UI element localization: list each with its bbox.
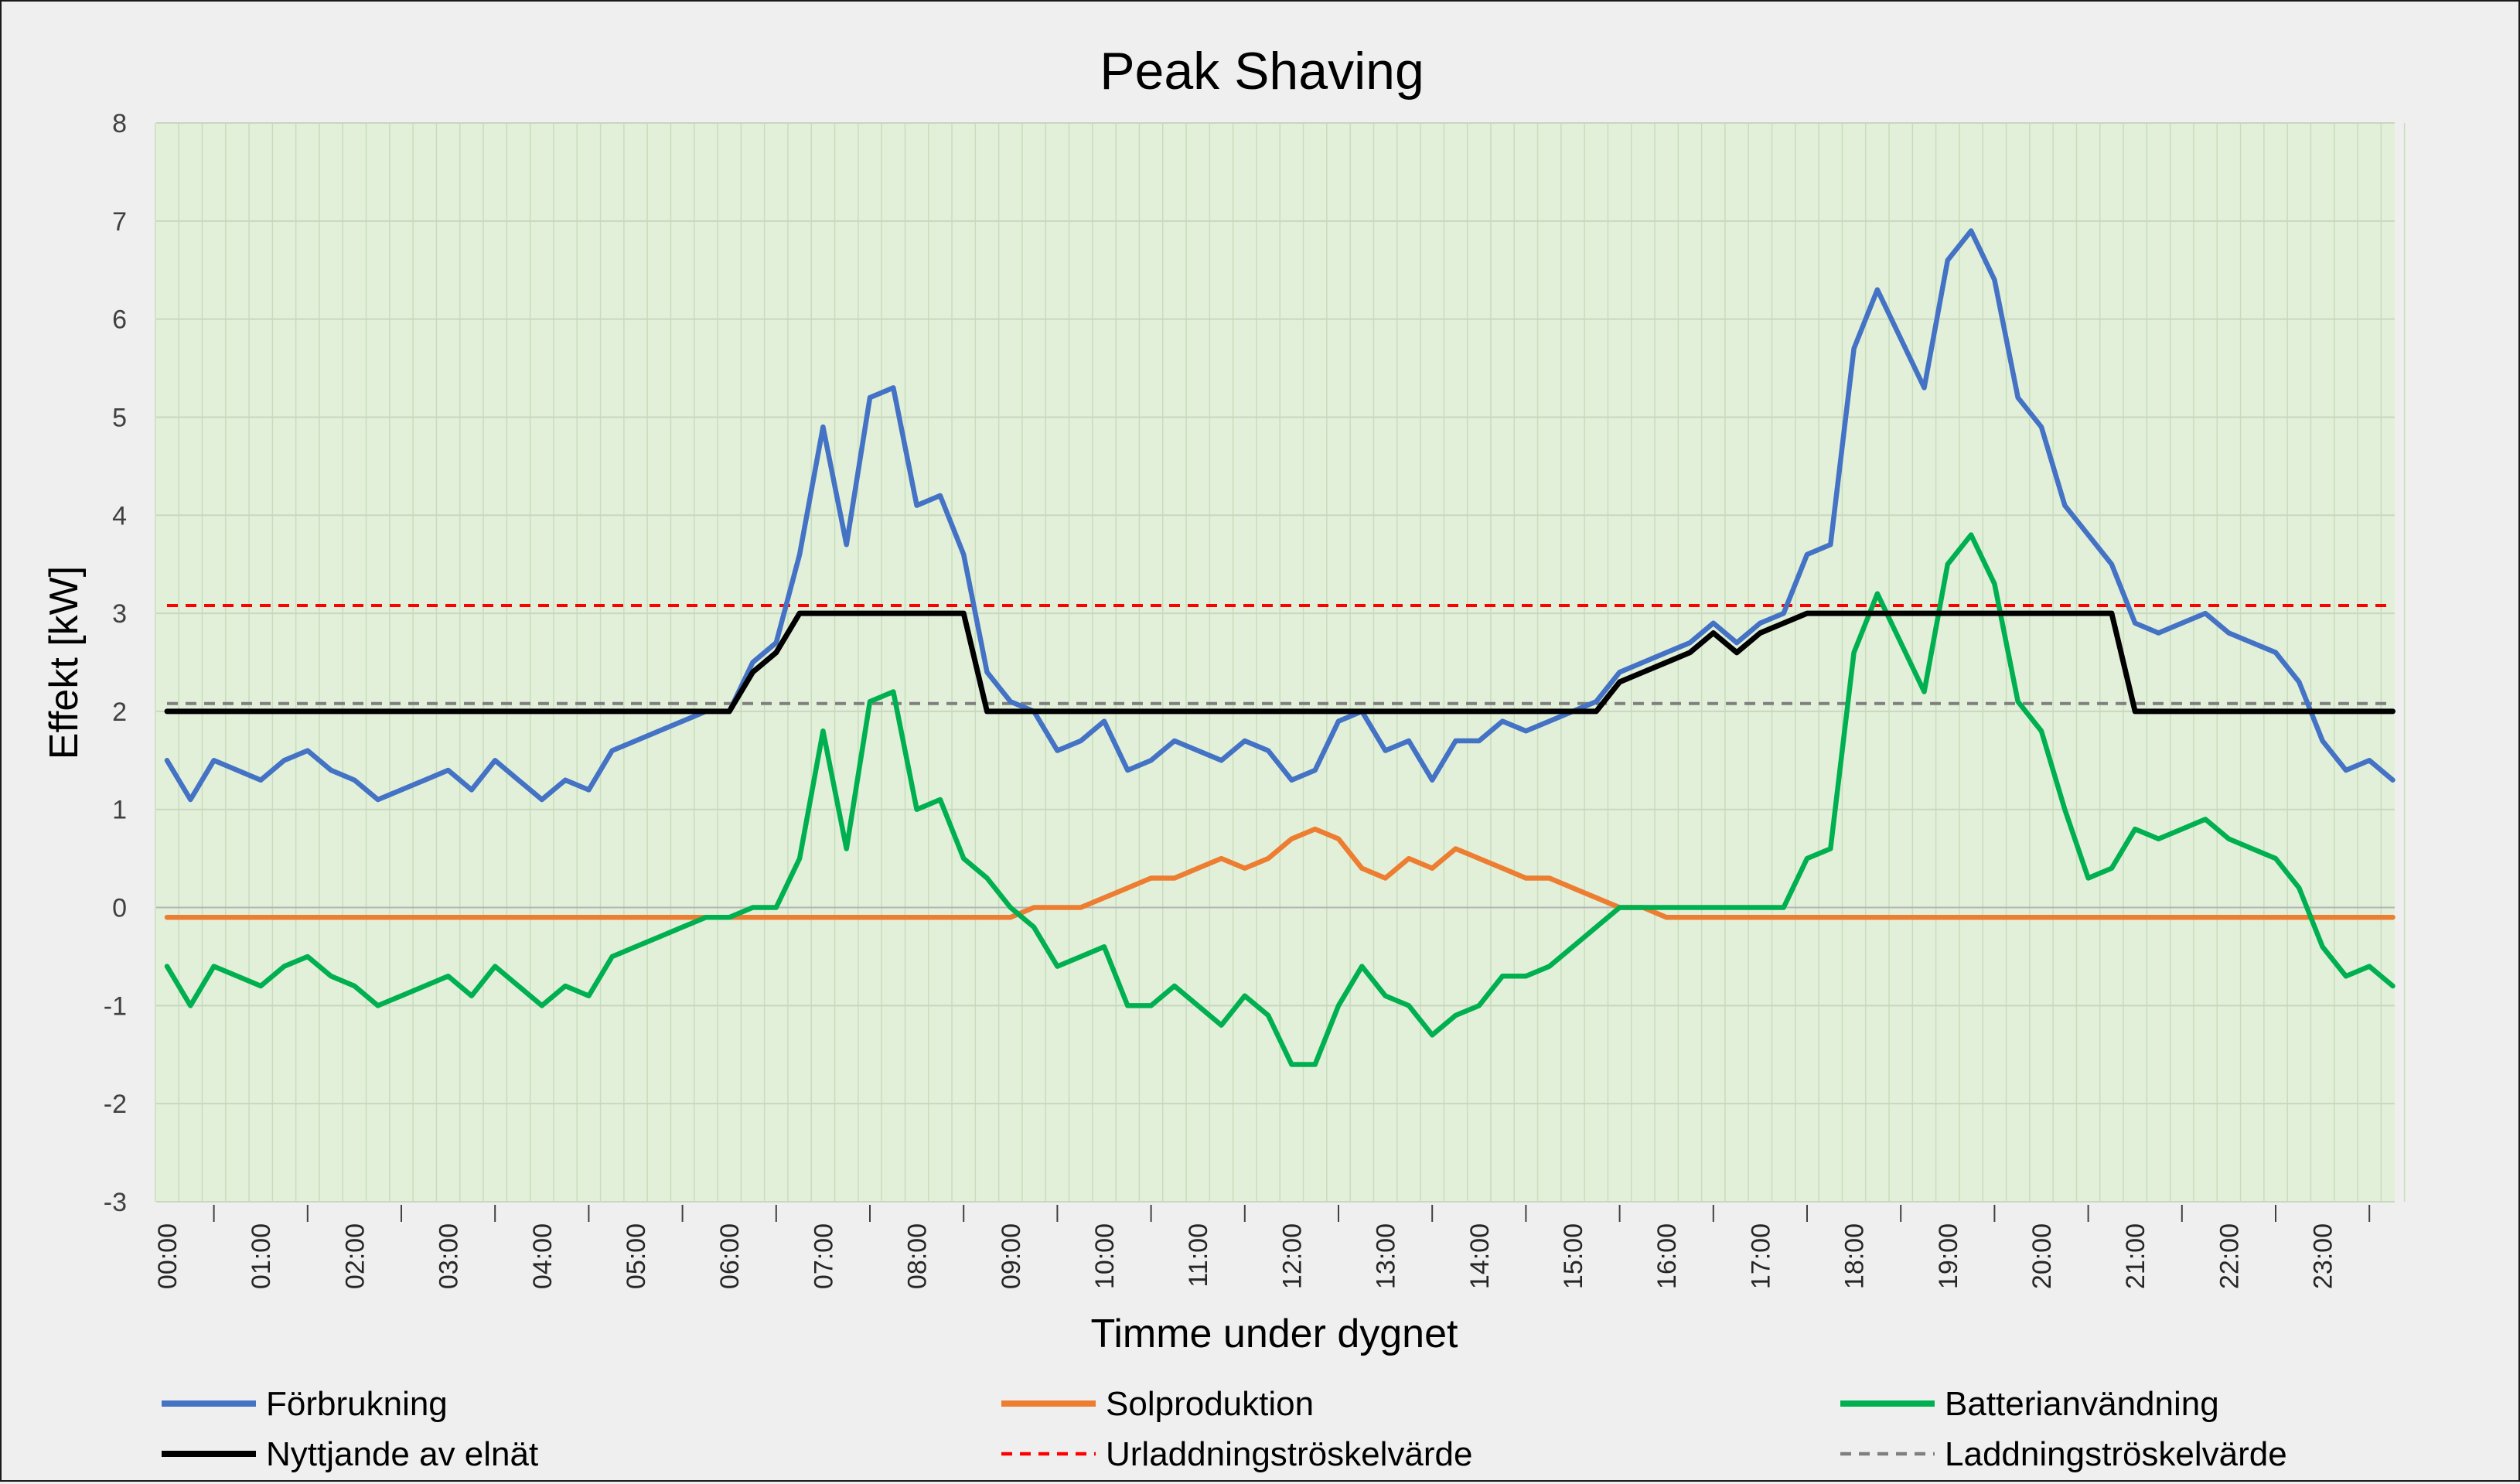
x-tick-label: 01:00	[247, 1223, 276, 1289]
x-tick-label: 21:00	[2121, 1223, 2150, 1289]
x-tick-label: 14:00	[1465, 1223, 1495, 1289]
x-tick-label: 12:00	[1277, 1223, 1307, 1289]
legend-label: Batterianvändning	[1945, 1385, 2219, 1423]
x-tick-label: 19:00	[1934, 1223, 1963, 1289]
x-tick-label: 09:00	[997, 1223, 1026, 1289]
y-tick-label: 6	[112, 305, 127, 335]
series-line	[164, 826, 2396, 920]
legend: Förbrukning Solproduktion Batterianvändnin…	[162, 1385, 2287, 1473]
x-tick-label: 03:00	[435, 1223, 464, 1289]
x-tick-label: 00:00	[153, 1223, 182, 1289]
grid-lines	[155, 122, 2406, 1203]
x-tick-label: 13:00	[1372, 1223, 1401, 1289]
x-tick-label: 02:00	[340, 1223, 370, 1289]
y-axis-ticks: -3 -2 -1 0 1 2 3 4 5 6 7 8	[104, 109, 127, 1217]
legend-label: Förbrukning	[266, 1385, 448, 1423]
y-tick-label: -2	[104, 1090, 127, 1119]
chart-title: Peak Shaving	[1100, 42, 1424, 101]
x-tick-label: 07:00	[809, 1223, 838, 1289]
x-tick-label: 10:00	[1090, 1223, 1120, 1289]
legend-label: Urladdningströskelvärde	[1106, 1435, 1472, 1473]
legend-label: Solproduktion	[1106, 1385, 1314, 1423]
series-line	[164, 228, 2396, 803]
x-tick-label: 18:00	[1840, 1223, 1870, 1289]
y-tick-label: 4	[112, 501, 127, 530]
x-tick-label: 16:00	[1652, 1223, 1682, 1289]
y-tick-label: -1	[104, 991, 127, 1021]
y-tick-label: -3	[104, 1188, 127, 1217]
x-tick-label: 20:00	[2027, 1223, 2057, 1289]
x-tick-label: 06:00	[715, 1223, 745, 1289]
y-tick-label: 1	[112, 796, 127, 825]
plot-area	[156, 123, 2395, 1202]
y-tick-label: 2	[112, 698, 127, 727]
x-tick-label: 11:00	[1184, 1223, 1213, 1288]
x-tick-label: 23:00	[2309, 1223, 2338, 1289]
y-tick-label: 8	[112, 109, 127, 138]
x-tick-label: 08:00	[903, 1223, 933, 1289]
legend-label: Laddningströskelvärde	[1945, 1435, 2287, 1473]
y-tick-label: 0	[112, 894, 127, 923]
x-tick-label: 04:00	[528, 1223, 558, 1289]
y-axis-label: Effekt [kW]	[42, 566, 87, 759]
x-axis-label: Timme under dygnet	[1091, 1312, 1459, 1356]
x-axis: 00:00 01:00 02:00 03:00 04:00 05:00 06:00 07:00…	[153, 1205, 2371, 1289]
y-tick-label: 7	[112, 207, 127, 237]
series-line	[164, 610, 2396, 715]
series-lines	[164, 228, 2396, 1067]
y-tick-label: 5	[112, 403, 127, 432]
x-tick-label: 17:00	[1746, 1223, 1775, 1289]
y-tick-label: 3	[112, 599, 127, 629]
series-line	[164, 532, 2396, 1067]
x-tick-label: 22:00	[2215, 1223, 2244, 1289]
x-tick-label: 05:00	[622, 1223, 651, 1289]
x-tick-label: 15:00	[1559, 1223, 1588, 1289]
legend-label: Nyttjande av elnät	[266, 1435, 538, 1473]
